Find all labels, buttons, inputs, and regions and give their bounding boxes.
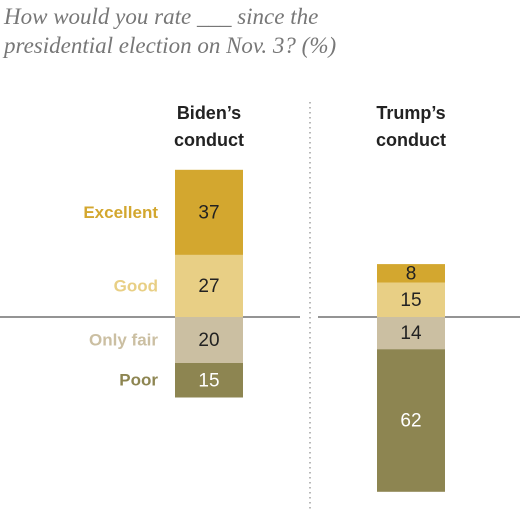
value-label: 37 — [198, 202, 219, 223]
bar-segment — [377, 282, 445, 317]
category-label: Trump’s conduct — [376, 103, 446, 150]
bar-segment — [175, 254, 243, 317]
value-label: 20 — [198, 330, 219, 351]
legend-label: Excellent — [83, 203, 158, 222]
value-label: 62 — [400, 411, 421, 432]
chart-title: How would you rate ___ since the preside… — [4, 4, 337, 58]
bar-segment — [377, 349, 445, 492]
category-label: Biden’s conduct — [174, 103, 244, 150]
bar-segment — [175, 317, 243, 363]
legend-label: Good — [114, 276, 158, 295]
value-label: 8 — [406, 263, 417, 284]
value-label: 14 — [400, 323, 422, 344]
bar-segment — [377, 264, 445, 283]
legend-label: Poor — [119, 371, 158, 390]
value-label: 15 — [198, 370, 219, 391]
value-label: 27 — [198, 276, 219, 297]
value-label: 15 — [400, 290, 421, 311]
bar-segment — [175, 169, 243, 255]
legend-label: Only fair — [89, 330, 158, 349]
bar-segment — [175, 363, 243, 398]
bar-segment — [377, 317, 445, 350]
